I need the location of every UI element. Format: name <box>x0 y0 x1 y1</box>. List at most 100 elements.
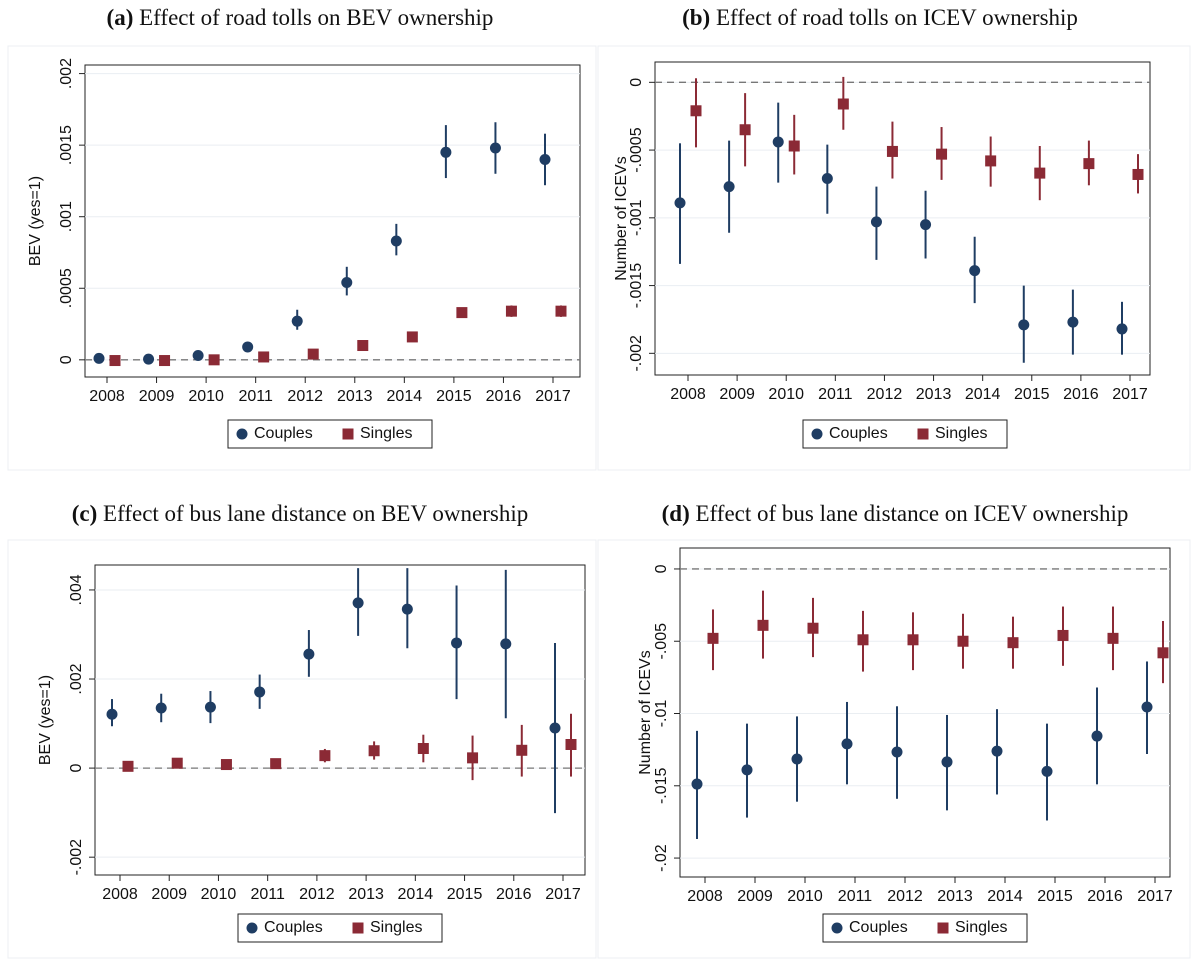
point <box>307 348 319 360</box>
panel-frame <box>7 539 597 959</box>
point <box>171 757 183 769</box>
legend-marker <box>236 428 248 440</box>
panel-title: (b) Effect of road tolls on ICEV ownersh… <box>682 5 1078 30</box>
x-tick-label: 2012 <box>287 388 323 405</box>
panel-frame <box>7 45 597 471</box>
x-tick-label: 2011 <box>238 388 273 405</box>
x-tick-label: 2008 <box>687 888 723 905</box>
panel: (a) Effect of road tolls on BEV ownershi… <box>7 5 597 471</box>
point <box>565 738 577 750</box>
point <box>341 277 353 289</box>
x-tick-label: 2013 <box>348 886 384 903</box>
x-tick-label: 2010 <box>787 888 823 905</box>
point <box>957 635 969 647</box>
point <box>723 181 735 193</box>
panel-title-text: Effect of road tolls on BEV ownership <box>139 5 493 30</box>
x-tick-label: 2009 <box>719 386 755 403</box>
point <box>857 634 869 646</box>
legend-label: Couples <box>254 425 313 442</box>
point <box>690 105 702 117</box>
point <box>242 341 254 353</box>
x-tick-label: 2016 <box>496 886 532 903</box>
point <box>891 746 903 758</box>
point <box>1132 168 1144 180</box>
y-tick-label: -.01 <box>653 700 670 728</box>
y-tick-label: 0 <box>628 78 645 87</box>
x-tick-label: 2016 <box>1063 386 1099 403</box>
y-tick-label: -.015 <box>653 767 670 804</box>
point <box>837 98 849 110</box>
x-tick-label: 2008 <box>670 386 706 403</box>
point <box>941 756 953 768</box>
panel-title-text: Effect of road tolls on ICEV ownership <box>716 5 1078 30</box>
point <box>505 305 517 317</box>
point <box>870 216 882 228</box>
x-tick-label: 2012 <box>887 888 923 905</box>
point <box>192 350 204 362</box>
y-tick-label: -.02 <box>653 844 670 872</box>
point <box>401 603 413 615</box>
point <box>1007 637 1019 649</box>
x-tick-label: 2009 <box>139 388 175 405</box>
point <box>417 743 429 755</box>
point <box>1091 730 1103 742</box>
x-tick-label: 2013 <box>337 388 373 405</box>
y-tick-label: .001 <box>58 201 75 232</box>
x-tick-label: 2008 <box>89 388 125 405</box>
point <box>155 702 167 714</box>
panel: (d) Effect of bus lane distance on ICEV … <box>597 501 1191 959</box>
legend <box>822 913 1028 943</box>
point <box>1107 632 1119 644</box>
point <box>319 750 331 762</box>
x-tick-label: 2009 <box>737 888 773 905</box>
point <box>739 124 751 136</box>
y-axis-title: BEV (yes=1) <box>37 675 54 765</box>
point <box>1067 316 1079 328</box>
x-tick-label: 2014 <box>398 886 434 903</box>
x-tick-label: 2015 <box>1037 888 1073 905</box>
point <box>254 686 266 698</box>
point <box>440 146 452 158</box>
x-tick-label: 2008 <box>102 886 138 903</box>
point <box>467 752 479 764</box>
point <box>204 701 216 713</box>
legend <box>237 913 443 943</box>
x-tick-label: 2014 <box>987 888 1023 905</box>
point <box>674 197 686 209</box>
point <box>159 355 171 367</box>
x-tick-label: 2014 <box>387 388 423 405</box>
point <box>106 708 118 720</box>
x-tick-label: 2011 <box>838 888 873 905</box>
point <box>886 145 898 157</box>
y-tick-label: 0 <box>653 564 670 573</box>
panel-title: (a) Effect of road tolls on BEV ownershi… <box>107 5 494 30</box>
point <box>920 219 932 231</box>
panel-title: (d) Effect of bus lane distance on ICEV … <box>662 501 1129 526</box>
x-tick-label: 2011 <box>250 886 285 903</box>
x-tick-label: 2010 <box>201 886 237 903</box>
x-tick-label: 2017 <box>1112 386 1148 403</box>
point <box>1116 323 1128 335</box>
legend-marker <box>352 922 364 934</box>
point <box>772 136 784 148</box>
panel-title-text: Effect of bus lane distance on ICEV owne… <box>696 501 1129 526</box>
legend <box>227 419 433 449</box>
point <box>456 307 468 319</box>
point <box>991 745 1003 757</box>
x-tick-label: 2015 <box>436 388 472 405</box>
point <box>555 305 567 317</box>
x-tick-label: 2015 <box>1014 386 1050 403</box>
y-tick-label: .002 <box>68 663 85 694</box>
legend-marker <box>937 922 949 934</box>
panel-label: (a) <box>107 5 134 30</box>
point <box>451 637 463 649</box>
legend-marker <box>831 922 843 934</box>
y-axis-title: BEV (yes=1) <box>27 176 44 266</box>
point <box>841 738 853 750</box>
point <box>1041 765 1053 777</box>
x-tick-label: 2009 <box>151 886 187 903</box>
point <box>109 355 121 367</box>
point <box>741 764 753 776</box>
y-axis-title: Number of ICEVs <box>613 156 630 280</box>
